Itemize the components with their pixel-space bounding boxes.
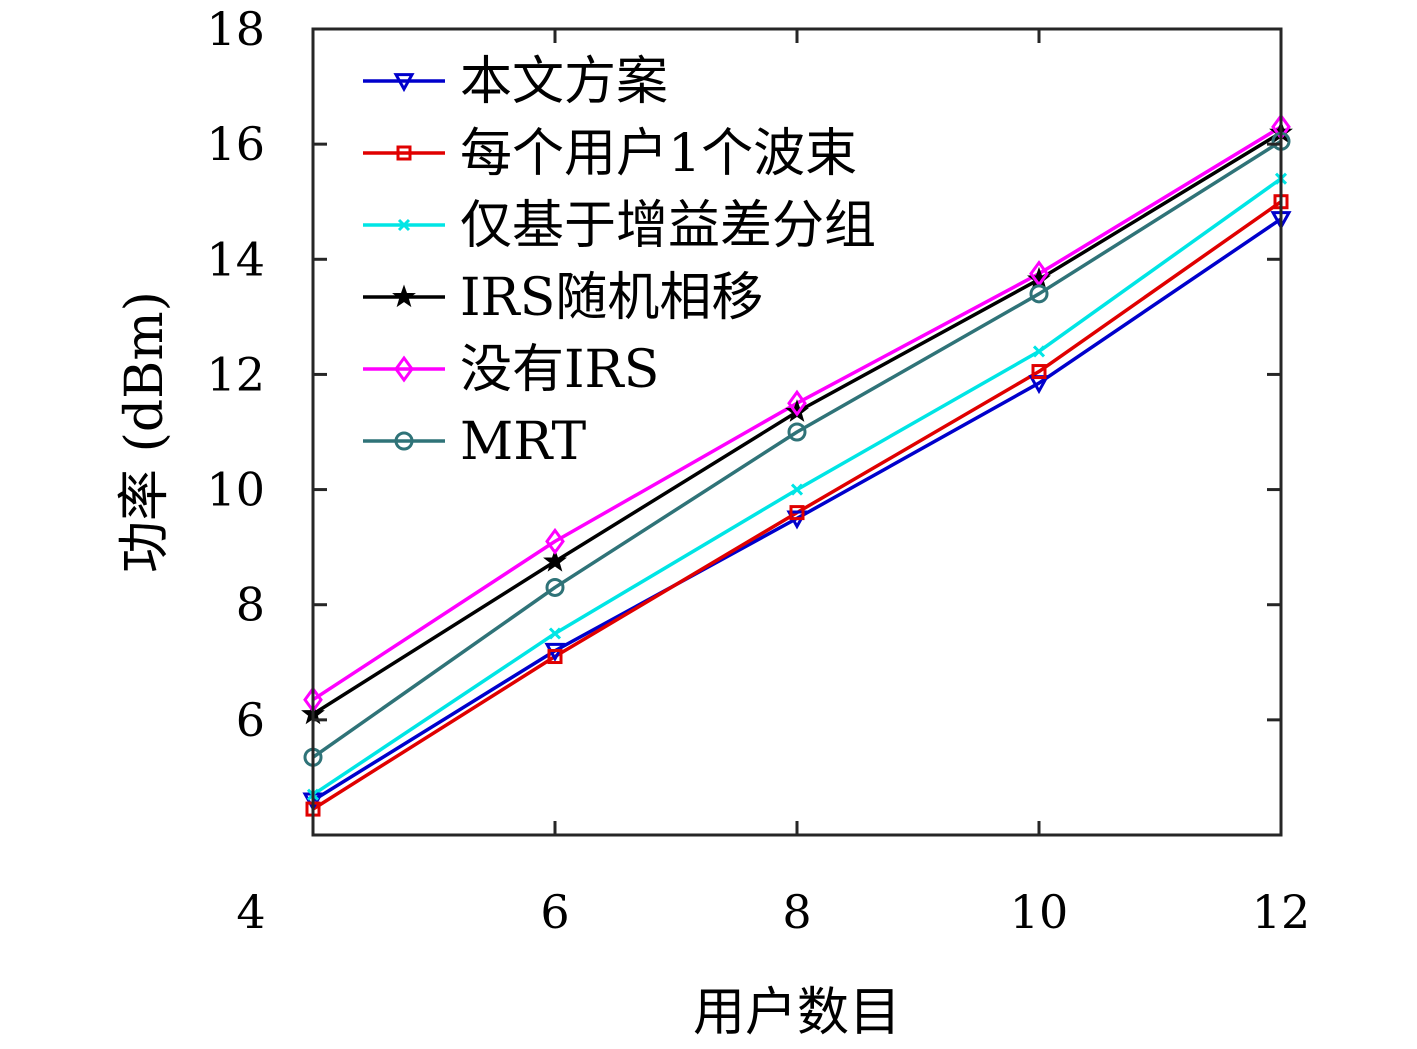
x-tick-label: 8 [782,885,811,939]
y-tick-label: 14 [206,232,265,286]
series-line-2 [312,177,1283,797]
y-tick-label: 12 [206,347,265,401]
legend-marker [392,284,416,308]
x-tick-label: 4 [236,885,265,939]
data-point [545,577,565,597]
y-tick-label: 6 [236,693,265,747]
tick-labels: 4 6 8 10 12 6 8 10 12 14 16 18 [206,2,1310,939]
data-point [548,627,562,640]
x-tick-label: 10 [1010,885,1069,939]
legend-label: MRT [460,412,586,472]
y-tick-label: 16 [206,117,265,171]
data-point [790,483,804,496]
legend-item: 每个用户1个波束 [363,124,857,184]
legend-marker [396,145,412,161]
legend-marker [394,431,414,451]
legend-item: 没有IRS [363,340,659,400]
series-line-0 [312,217,1282,802]
legend-marker [394,355,414,383]
y-axis-title: 功率 (dBm) [115,291,175,573]
data-point [1032,345,1046,358]
y-tick-label: 18 [206,2,265,56]
data-point [787,389,807,417]
series-line-5 [311,139,1282,759]
legend-item: 本文方案 [363,52,668,112]
legend-item: 仅基于增益差分组 [363,196,876,256]
legend-label: IRS随机相移 [460,268,763,328]
legend-label: 没有IRS [460,340,659,400]
legend-label: 本文方案 [460,52,668,112]
data-point [789,505,805,521]
legend-label: 每个用户1个波束 [460,124,857,184]
y-tick-label: 8 [236,578,265,632]
data-point [547,649,563,665]
data-point [545,527,565,555]
legend-item: IRS随机相移 [363,268,763,328]
x-tick-label: 6 [540,885,569,939]
y-tick-label: 10 [206,463,265,517]
legend-marker [397,218,411,232]
data-point [787,422,807,442]
legend-item: MRT [363,412,586,472]
legend-label: 仅基于增益差分组 [460,196,876,256]
axis-ticks [311,27,1283,835]
legend-marker [393,73,415,93]
data-point [1031,364,1047,380]
x-tick-label: 12 [1252,885,1311,939]
data-point [1029,284,1049,304]
x-axis-title: 用户数目 [693,983,901,1043]
data-point [543,548,567,572]
